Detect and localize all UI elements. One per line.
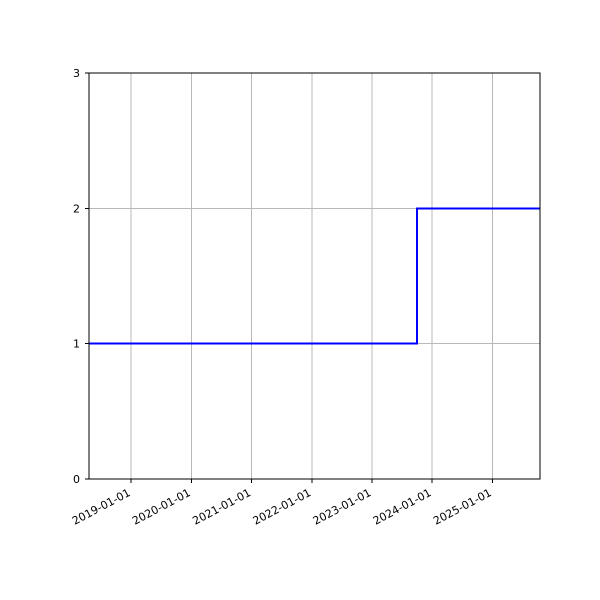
- y-tick-label: 3: [73, 67, 80, 80]
- x-tick-label: 2022-01-01: [251, 486, 314, 527]
- step-line-series: [89, 207, 540, 345]
- x-tick-label: 2019-01-01: [70, 486, 133, 527]
- plot-border: [88, 72, 541, 480]
- x-tick-label: 2021-01-01: [190, 486, 253, 527]
- y-tick-label: 2: [73, 202, 80, 215]
- x-tick-label: 2024-01-01: [371, 486, 434, 527]
- y-tick-label: 1: [73, 338, 80, 351]
- x-tick-label: 2023-01-01: [311, 486, 374, 527]
- x-tick-label: 2020-01-01: [130, 486, 193, 527]
- y-tick-label: 0: [73, 473, 80, 486]
- x-tick-label: 2025-01-01: [431, 486, 494, 527]
